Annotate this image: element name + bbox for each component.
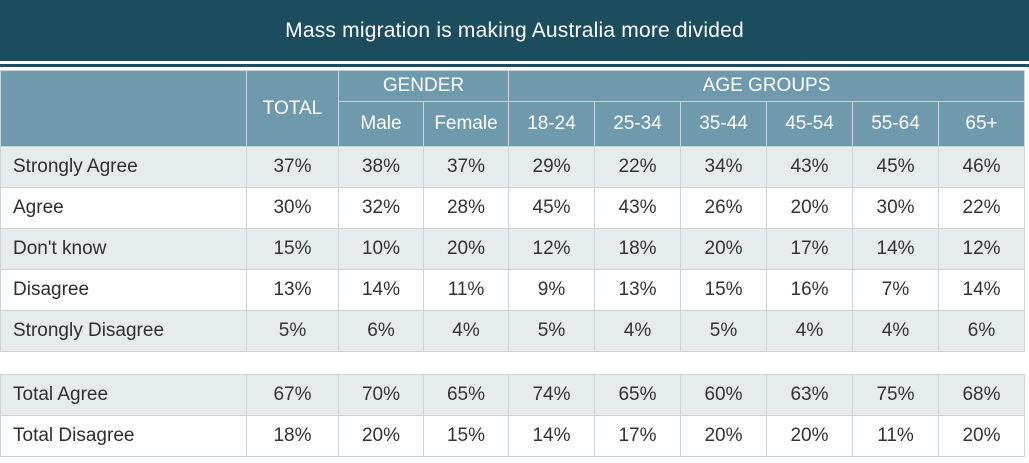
data-cell: 32% — [338, 187, 424, 229]
data-cell: 65% — [423, 374, 509, 416]
data-cell: 6% — [938, 310, 1026, 352]
data-cell: 75% — [852, 374, 939, 416]
data-cell: 70% — [338, 374, 424, 416]
data-cell: 18% — [594, 228, 682, 270]
data-cell: 63% — [766, 374, 853, 416]
data-cell: 20% — [766, 415, 853, 457]
header-female: Female — [422, 101, 510, 147]
data-cell: 5% — [508, 310, 596, 352]
data-cell: 5% — [246, 310, 339, 352]
data-cell: 45% — [852, 146, 940, 188]
row-label: Strongly Disagree — [0, 310, 247, 352]
data-cell: 14% — [852, 228, 940, 270]
data-cell: 5% — [680, 310, 768, 352]
data-cell: 4% — [594, 310, 682, 352]
data-cell: 4% — [422, 310, 510, 352]
data-cell: 28% — [422, 187, 510, 229]
row-label: Agree — [0, 187, 247, 229]
data-cell: 11% — [422, 269, 510, 311]
data-cell: 43% — [766, 146, 854, 188]
row-label: Don't know — [0, 228, 247, 270]
title-divider — [0, 61, 1029, 64]
data-cell: 30% — [246, 187, 339, 229]
header-male: Male — [338, 101, 424, 147]
table-row: Total Disagree 18% 20% 15% 14% 17% 20% 20% 11% 20… — [0, 415, 1025, 457]
data-cell: 20% — [422, 228, 510, 270]
table-row: Total Agree 67% 70% 65% 74% 65% 60% 63% 75% 68% — [0, 374, 1025, 416]
data-cell: 15% — [680, 269, 768, 311]
data-cell: 17% — [766, 228, 854, 270]
table-row: Don't know 15% 10% 20% 12% 18% 20% 17% 14% 12% — [0, 228, 1026, 270]
data-cell: 9% — [508, 269, 596, 311]
header-age-65-plus: 65+ — [938, 101, 1026, 147]
header-age-55-64: 55-64 — [852, 101, 940, 147]
data-cell: 20% — [338, 415, 424, 457]
table-row: Strongly Disagree 5% 6% 4% 5% 4% 5% 4% 4% 6% — [0, 310, 1026, 352]
data-cell: 17% — [594, 415, 681, 457]
data-cell: 22% — [594, 146, 682, 188]
data-cell: 12% — [938, 228, 1026, 270]
data-cell: 14% — [508, 415, 595, 457]
header-gender-group: GENDER — [337, 70, 510, 102]
table-row: Disagree 13% 14% 11% 9% 13% 15% 16% 7% 14% — [0, 269, 1026, 311]
data-cell: 22% — [938, 187, 1026, 229]
data-cell: 4% — [766, 310, 854, 352]
results-table: TOTAL GENDER AGE GROUPS Male Female 18-2… — [0, 70, 1026, 352]
data-cell: 6% — [338, 310, 424, 352]
summary-table: Total Agree 67% 70% 65% 74% 65% 60% 63% 75% 68% To… — [0, 374, 1025, 457]
row-label: Disagree — [0, 269, 247, 311]
data-cell: 43% — [594, 187, 682, 229]
row-label: Strongly Agree — [0, 146, 247, 188]
data-cell: 26% — [680, 187, 768, 229]
data-cell: 34% — [680, 146, 768, 188]
data-cell: 10% — [338, 228, 424, 270]
data-cell: 20% — [938, 415, 1025, 457]
data-cell: 74% — [508, 374, 595, 416]
header-age-group: AGE GROUPS — [508, 70, 1026, 102]
data-cell: 14% — [338, 269, 424, 311]
header-age-45-54: 45-54 — [766, 101, 854, 147]
data-cell: 68% — [938, 374, 1025, 416]
data-cell: 37% — [422, 146, 510, 188]
data-cell: 18% — [246, 415, 339, 457]
data-cell: 4% — [852, 310, 940, 352]
data-cell: 67% — [246, 374, 339, 416]
row-label: Total Agree — [0, 374, 247, 416]
data-cell: 20% — [766, 187, 854, 229]
table-title: Mass migration is making Australia more … — [0, 0, 1029, 61]
title-divider-accent — [0, 64, 1029, 67]
data-cell: 29% — [508, 146, 596, 188]
header-age-25-34: 25-34 — [594, 101, 682, 147]
data-cell: 60% — [680, 374, 767, 416]
data-cell: 37% — [246, 146, 339, 188]
data-cell: 46% — [938, 146, 1026, 188]
data-cell: 20% — [680, 415, 767, 457]
header-age-35-44: 35-44 — [680, 101, 768, 147]
header-age-18-24: 18-24 — [508, 101, 596, 147]
data-cell: 11% — [852, 415, 939, 457]
data-cell: 12% — [508, 228, 596, 270]
data-cell: 15% — [423, 415, 509, 457]
data-cell: 14% — [938, 269, 1026, 311]
header-total: TOTAL — [246, 70, 339, 147]
data-cell: 7% — [852, 269, 940, 311]
data-cell: 15% — [246, 228, 339, 270]
header-blank-cell — [0, 70, 247, 147]
table-row: Agree 30% 32% 28% 45% 43% 26% 20% 30% 22% — [0, 187, 1026, 229]
data-cell: 65% — [594, 374, 681, 416]
data-cell: 16% — [766, 269, 854, 311]
table-row: Strongly Agree 37% 38% 37% 29% 22% 34% 43% 45% 46… — [0, 146, 1026, 188]
data-cell: 38% — [338, 146, 424, 188]
data-cell: 30% — [852, 187, 940, 229]
data-cell: 45% — [508, 187, 596, 229]
row-label: Total Disagree — [0, 415, 247, 457]
data-cell: 13% — [246, 269, 339, 311]
data-cell: 20% — [680, 228, 768, 270]
data-cell: 13% — [594, 269, 682, 311]
